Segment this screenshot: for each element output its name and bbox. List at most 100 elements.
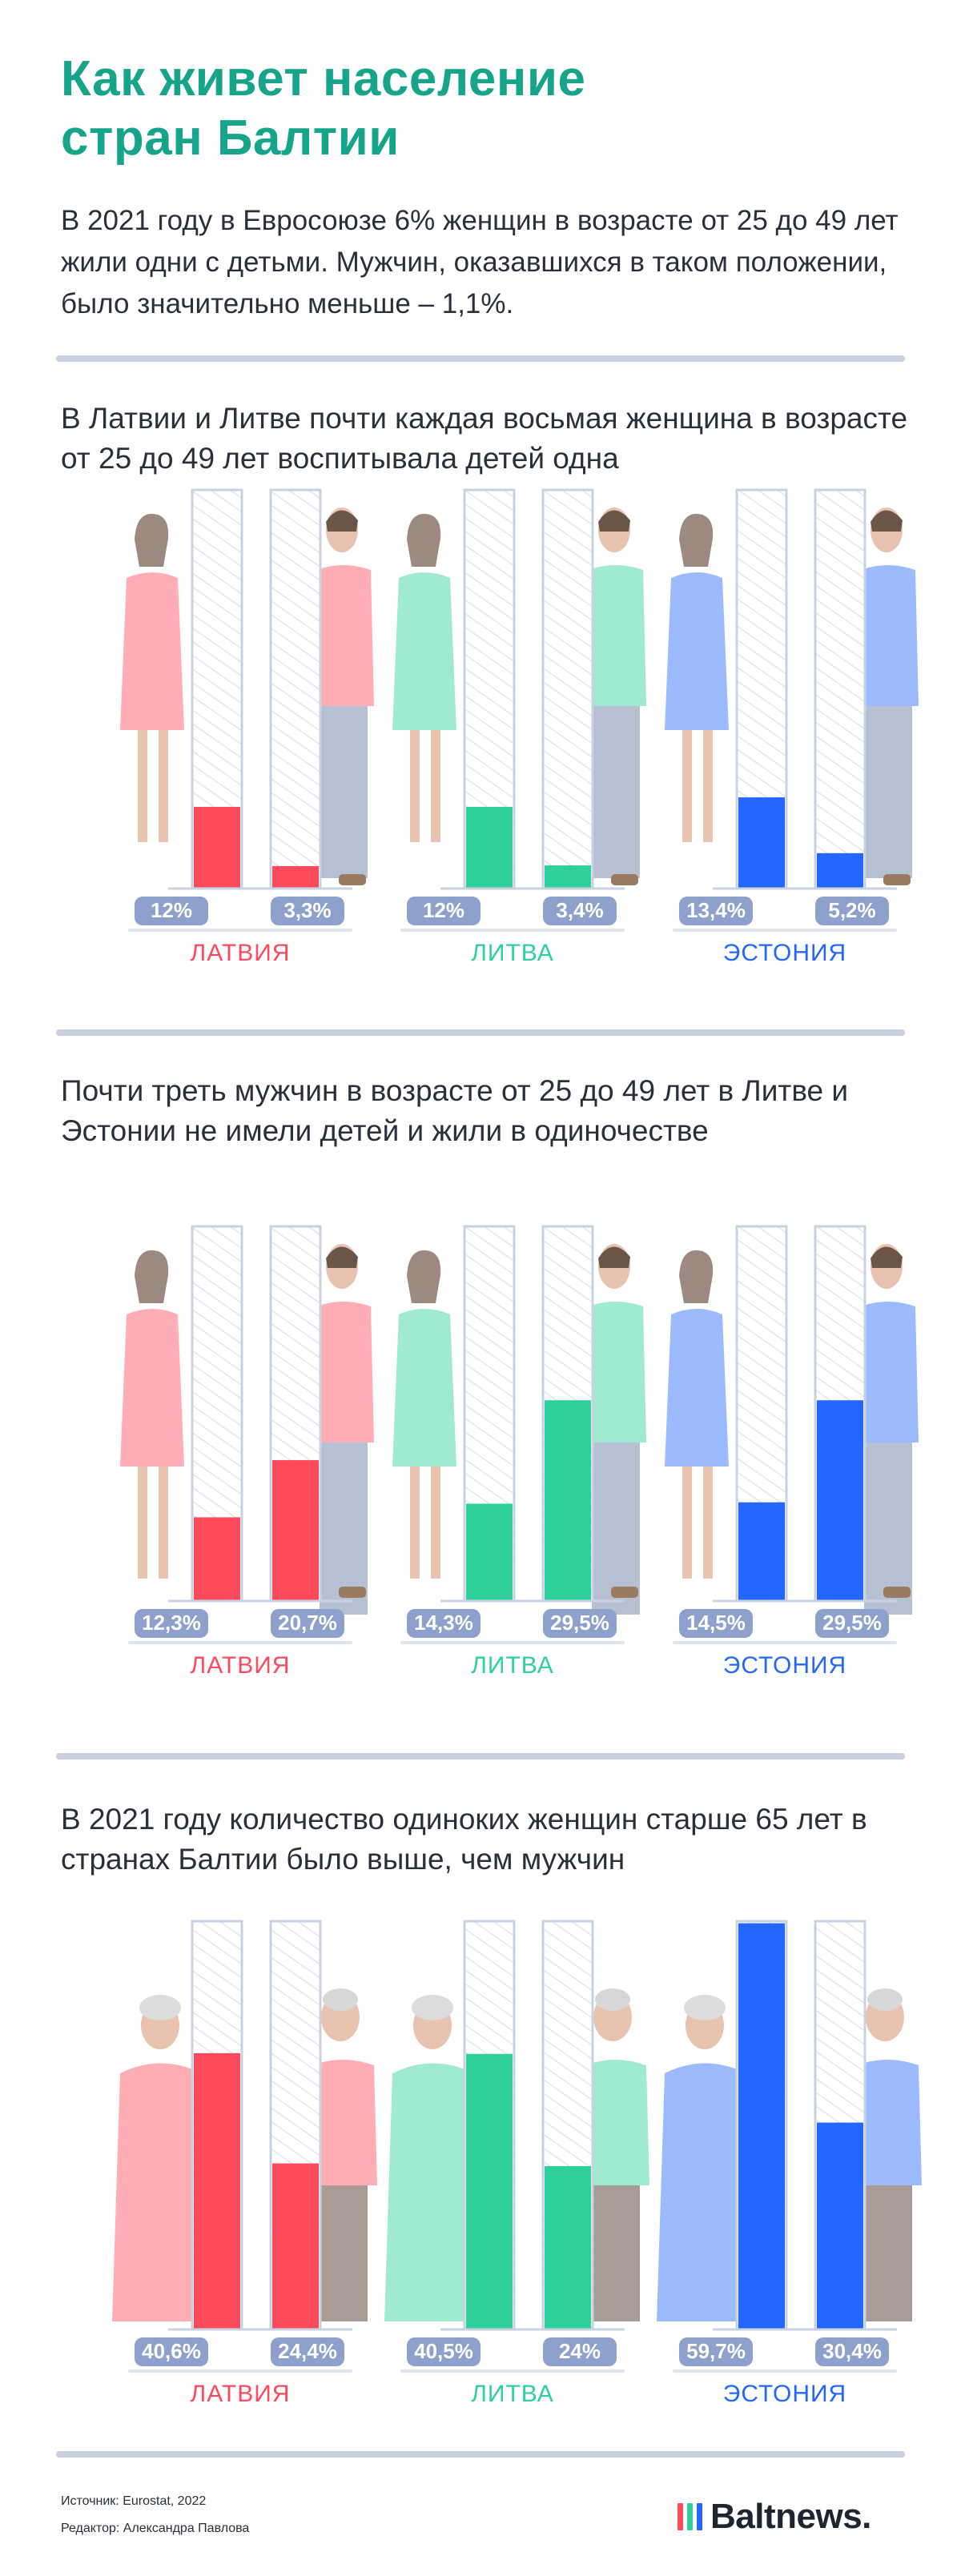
bar: [466, 2053, 513, 2329]
pill-underline: [400, 929, 625, 932]
value-pill: [135, 897, 208, 925]
value-pill: [815, 1609, 889, 1638]
value-label: 12%: [151, 898, 192, 922]
value-label: 29,5%: [822, 1611, 882, 1635]
country-group-lithuania: 40,5% 24%ЛИТВА: [384, 1920, 649, 2407]
country-label: ЛАТВИЯ: [191, 2381, 291, 2407]
pill-underline: [128, 2369, 352, 2373]
value-pill: [135, 2337, 208, 2366]
value-pill: [543, 897, 617, 925]
logo-bar-green: [687, 2503, 693, 2530]
section-3-title: В 2021 году количество одиноких женщин с…: [61, 1803, 867, 1876]
country-group-latvia: 40,6% 24,4% ЛАТВИЯ: [112, 1920, 377, 2407]
value-label: 14,5%: [686, 1611, 746, 1635]
bar: [545, 1400, 591, 1601]
woman-figure: [665, 513, 729, 842]
chart-3: 40,6% 24,4% ЛАТВИЯ 40,5% 24%ЛИТВА 59,7% 30,4% Э…: [112, 1920, 922, 2407]
bar: [738, 1502, 785, 1601]
page-title: Как живет население стран Балтии: [61, 50, 585, 168]
country-label: ЛИТВА: [471, 940, 554, 966]
value-label: 5,2%: [828, 898, 875, 922]
source-note: Источник: Eurostat, 2022: [61, 2494, 207, 2508]
divider: [56, 1753, 905, 1759]
bar: [466, 1503, 513, 1601]
woman-figure: [384, 1995, 480, 2321]
value-pill: [679, 897, 753, 925]
man-figure: [861, 508, 919, 885]
divider: [56, 1029, 905, 1036]
country-group-latvia: 12,3% 20,7% ЛАТВИЯ: [120, 1225, 374, 1679]
country-label: ЭСТОНИЯ: [723, 940, 846, 966]
man-figure: [313, 1988, 377, 2321]
man-figure: [861, 1244, 919, 1615]
value-label: 12%: [423, 898, 464, 922]
bar-frame: [814, 488, 867, 890]
country-label: ЭСТОНИЯ: [723, 1652, 846, 1679]
man-figure: [589, 508, 646, 885]
pill-underline: [673, 929, 897, 932]
man-figure: [316, 1244, 374, 1615]
value-label: 30,4%: [822, 2339, 882, 2363]
pill-underline: [673, 1641, 897, 1644]
pill-underline: [400, 2369, 625, 2373]
pill-underline: [128, 929, 352, 932]
logo-text: Baltnews.: [710, 2497, 871, 2536]
page-title-line-1: Как живет население: [61, 51, 586, 106]
bar-frame: [541, 488, 594, 890]
section-2-title: Почти треть мужчин в возрасте от 25 до 4…: [61, 1074, 849, 1147]
pill-underline: [673, 2369, 897, 2373]
value-pill: [543, 2337, 617, 2366]
man-figure: [316, 508, 374, 885]
man-figure: [589, 1244, 646, 1615]
pill-underline: [400, 1641, 625, 1644]
value-pill: [815, 897, 889, 925]
value-pill: [271, 2337, 344, 2366]
baltnews-logo[interactable]: Baltnews.: [678, 2496, 871, 2538]
bar: [738, 797, 785, 889]
value-label: 59,7%: [686, 2339, 746, 2363]
value-label: 3,4%: [556, 898, 603, 922]
country-group-lithuania: 12% 3,4%ЛИТВА: [392, 488, 646, 966]
value-pill: [271, 897, 344, 925]
intro-text: В 2021 году в Евросоюзе 6% женщин в возр…: [61, 205, 899, 319]
value-pill: [407, 2337, 480, 2366]
bar: [272, 1460, 319, 1601]
bar: [194, 807, 240, 889]
man-figure: [585, 1988, 649, 2321]
woman-figure: [665, 1250, 729, 1579]
editor-note: Редактор: Александра Павлова: [61, 2522, 250, 2535]
country-label: ЛИТВА: [471, 2381, 554, 2407]
value-pill: [135, 1609, 208, 1638]
divider: [56, 355, 905, 362]
bar: [194, 1517, 240, 1601]
country-group-estonia: 13,4% 5,2% ЭСТОНИЯ: [665, 488, 919, 966]
logo-bars: [678, 2503, 702, 2530]
woman-figure: [120, 1250, 184, 1579]
country-group-lithuania: 14,3% 29,5% ЛИТВА: [392, 1225, 646, 1679]
logo-bar-blue: [697, 2503, 702, 2530]
value-pill: [271, 1609, 344, 1638]
bar: [194, 2052, 240, 2329]
woman-figure: [392, 1250, 456, 1579]
value-label: 29,5%: [550, 1611, 609, 1635]
country-label: ЛИТВА: [471, 1652, 554, 1679]
value-pill: [543, 1609, 617, 1638]
value-pill: [679, 1609, 753, 1638]
woman-figure: [392, 513, 456, 842]
value-label: 13,4%: [686, 898, 746, 922]
value-pill: [407, 897, 480, 925]
bar: [545, 2166, 591, 2329]
section-1-title: В Латвии и Литве почти каждая восьмая же…: [61, 402, 908, 475]
man-figure: [858, 1988, 922, 2321]
bar: [738, 1923, 785, 2329]
value-label: 14,3%: [414, 1611, 473, 1635]
country-group-latvia: 12% 3,3% ЛАТВИЯ: [120, 488, 374, 966]
woman-figure: [120, 513, 184, 842]
bar: [817, 2122, 863, 2329]
value-label: 40,5%: [414, 2339, 473, 2363]
value-pill: [679, 2337, 753, 2366]
bar: [466, 807, 513, 889]
value-label: 20,7%: [278, 1611, 337, 1635]
value-label: 24,4%: [278, 2339, 337, 2363]
chart-1: 12% 3,3% ЛАТВИЯ 12% 3,4%ЛИТВА 13,4% 5,2% ЭСТОНИ…: [120, 488, 919, 966]
